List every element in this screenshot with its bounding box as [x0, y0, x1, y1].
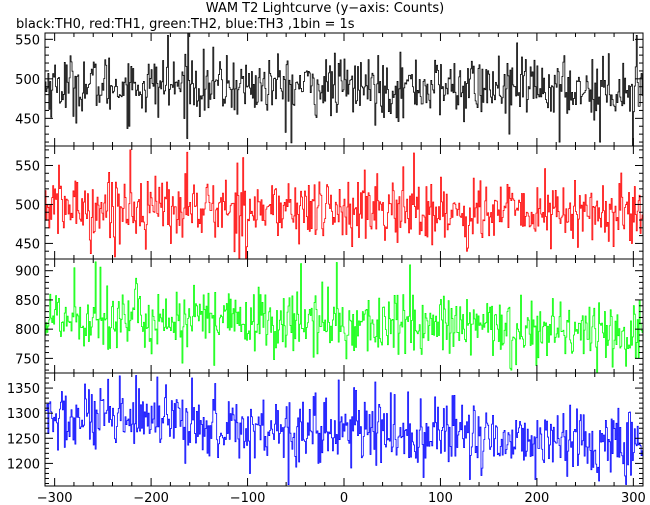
series-line-th0 — [45, 33, 643, 146]
y-tick-label: 1300 — [7, 407, 40, 422]
chart-subtitle: black:TH0, red:TH1, green:TH2, blue:TH3 … — [16, 17, 355, 32]
x-tick-label: −100 — [230, 491, 266, 505]
y-tick-label: 900 — [15, 265, 40, 280]
y-tick-label: 500 — [15, 73, 40, 88]
y-tick-label: 450 — [15, 237, 40, 252]
y-tick-label: 800 — [15, 323, 40, 338]
y-tick-label: 1350 — [7, 382, 40, 397]
y-tick-label: 550 — [15, 159, 40, 174]
y-tick-label: 450 — [15, 112, 40, 127]
chart-title: WAM T2 Lightcurve (y−axis: Counts) — [205, 1, 445, 16]
y-tick-label: 550 — [15, 33, 40, 48]
x-tick-label: 0 — [340, 491, 348, 505]
x-tick-label: 100 — [428, 491, 453, 505]
y-tick-label: 750 — [15, 352, 40, 367]
panel-th3: 1200 1250 1300 1350 — [7, 372, 644, 487]
x-tick-label: −300 — [37, 491, 73, 505]
x-tick-label: 200 — [524, 491, 549, 505]
x-tick-label: 300 — [621, 491, 646, 505]
series-line-th2 — [45, 261, 643, 373]
y-tick-label: 1200 — [7, 457, 40, 472]
x-tick-label: −200 — [133, 491, 169, 505]
series-line-th3 — [45, 375, 643, 485]
panel-th0: 450 500 550 — [15, 32, 644, 147]
y-tick-label: 1250 — [7, 432, 40, 447]
panel-th1: 450 500 550 — [15, 145, 644, 260]
y-tick-label: 850 — [15, 294, 40, 309]
y-tick-label: 500 — [15, 198, 40, 213]
panel-th2: 750 800 850 900 — [15, 258, 644, 374]
series-line-th1 — [45, 149, 643, 259]
